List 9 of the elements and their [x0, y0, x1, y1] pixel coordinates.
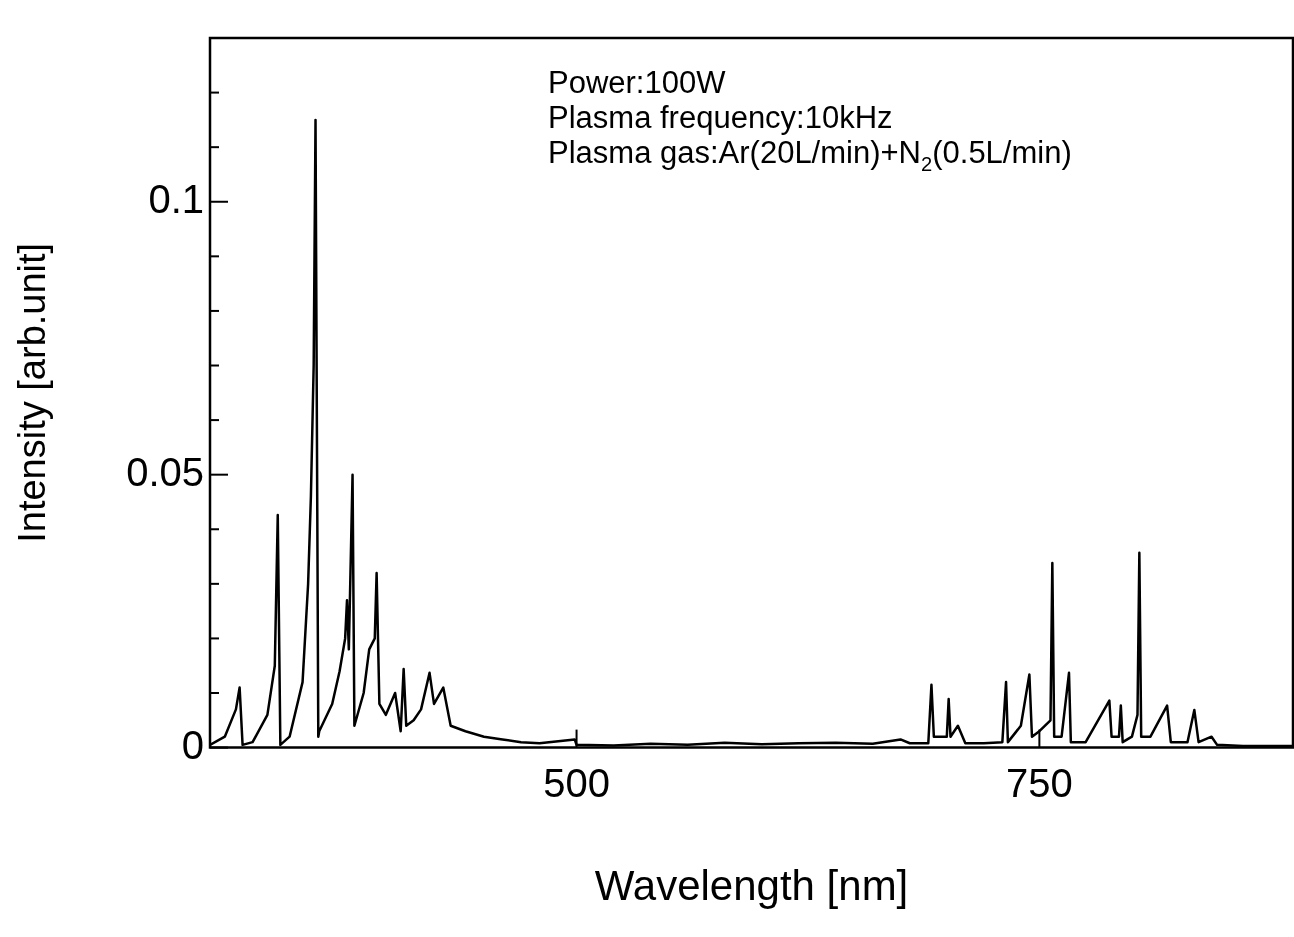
y-tick-label: 0.05: [126, 449, 204, 494]
x-tick-label: 750: [1006, 760, 1073, 805]
y-tick-label: 0.1: [148, 176, 204, 221]
y-tick-label: 0: [181, 722, 204, 767]
x-tick-label: 500: [543, 760, 610, 805]
annotation: Power:100W: [548, 65, 727, 100]
x-axis-title: Wavelength [nm]: [594, 862, 909, 910]
y-axis-title: Intensity [arb.unit]: [11, 242, 54, 543]
annotation: Plasma frequency:10kHz: [548, 100, 893, 135]
